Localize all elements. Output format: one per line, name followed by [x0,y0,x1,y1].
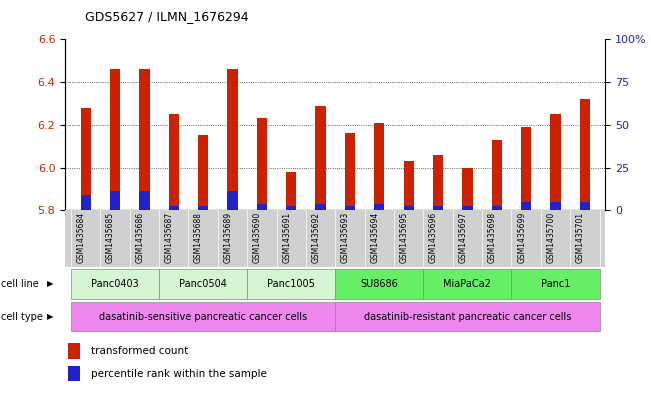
Text: GSM1435693: GSM1435693 [341,212,350,263]
Text: GSM1435684: GSM1435684 [77,212,86,263]
Text: dasatinib-resistant pancreatic cancer cells: dasatinib-resistant pancreatic cancer ce… [364,312,571,322]
Bar [492,206,502,210]
Bar [198,206,208,210]
Bar [71,269,159,299]
Text: GSM1435700: GSM1435700 [546,212,555,263]
Text: GSM1435686: GSM1435686 [135,212,145,263]
Bar [335,302,600,331]
Bar [462,206,473,210]
Bar [286,172,296,210]
Text: GSM1435695: GSM1435695 [400,212,409,263]
Text: Panc0504: Panc0504 [179,279,227,289]
Text: cell type: cell type [1,312,43,322]
Text: GSM1435697: GSM1435697 [458,212,467,263]
Text: ▶: ▶ [47,312,53,321]
Bar [316,106,326,210]
Bar [580,99,590,210]
Bar [256,118,267,210]
Text: GSM1435698: GSM1435698 [488,212,497,263]
Text: ▶: ▶ [47,279,53,288]
Bar [227,69,238,210]
Text: SU8686: SU8686 [361,279,398,289]
Bar [139,191,150,210]
Text: GSM1435691: GSM1435691 [283,212,291,263]
Bar [227,191,238,210]
Bar [110,191,120,210]
Text: GSM1435689: GSM1435689 [223,212,232,263]
Bar [247,269,335,299]
Bar [169,206,179,210]
Bar [433,206,443,210]
Bar [404,161,414,210]
Text: GSM1435694: GSM1435694 [370,212,380,263]
Text: Panc1005: Panc1005 [268,279,315,289]
Bar [492,140,502,210]
Bar [580,202,590,210]
Text: GSM1435690: GSM1435690 [253,212,262,263]
Bar [139,69,150,210]
Text: transformed count: transformed count [91,346,188,356]
Bar [374,204,385,210]
Bar [335,269,423,299]
Text: percentile rank within the sample: percentile rank within the sample [91,369,267,379]
Bar [68,366,80,381]
Bar [65,210,605,267]
Text: MiaPaCa2: MiaPaCa2 [443,279,492,289]
Bar [81,195,90,210]
Bar [550,114,561,210]
Bar [110,69,120,210]
Text: GSM1435692: GSM1435692 [312,212,320,263]
Bar [433,155,443,210]
Bar [159,269,247,299]
Bar [404,206,414,210]
Bar [345,206,355,210]
Bar [316,204,326,210]
Bar [68,343,80,358]
Bar [521,127,531,210]
Text: GDS5627 / ILMN_1676294: GDS5627 / ILMN_1676294 [85,10,248,23]
Bar [512,269,600,299]
Bar [81,108,90,210]
Bar [169,114,179,210]
Text: cell line: cell line [1,279,39,289]
Text: Panc1: Panc1 [541,279,570,289]
Bar [198,136,208,210]
Bar [71,302,335,331]
Text: GSM1435701: GSM1435701 [576,212,585,263]
Text: GSM1435688: GSM1435688 [194,212,203,263]
Bar [550,202,561,210]
Text: GSM1435696: GSM1435696 [429,212,438,263]
Bar [462,167,473,210]
Text: GSM1435685: GSM1435685 [106,212,115,263]
Text: GSM1435699: GSM1435699 [517,212,526,263]
Bar [521,202,531,210]
Bar [256,204,267,210]
Bar [374,123,385,210]
Text: dasatinib-sensitive pancreatic cancer cells: dasatinib-sensitive pancreatic cancer ce… [99,312,307,322]
Bar [286,206,296,210]
Text: GSM1435687: GSM1435687 [165,212,174,263]
Bar [423,269,512,299]
Text: Panc0403: Panc0403 [91,279,139,289]
Bar [345,133,355,210]
